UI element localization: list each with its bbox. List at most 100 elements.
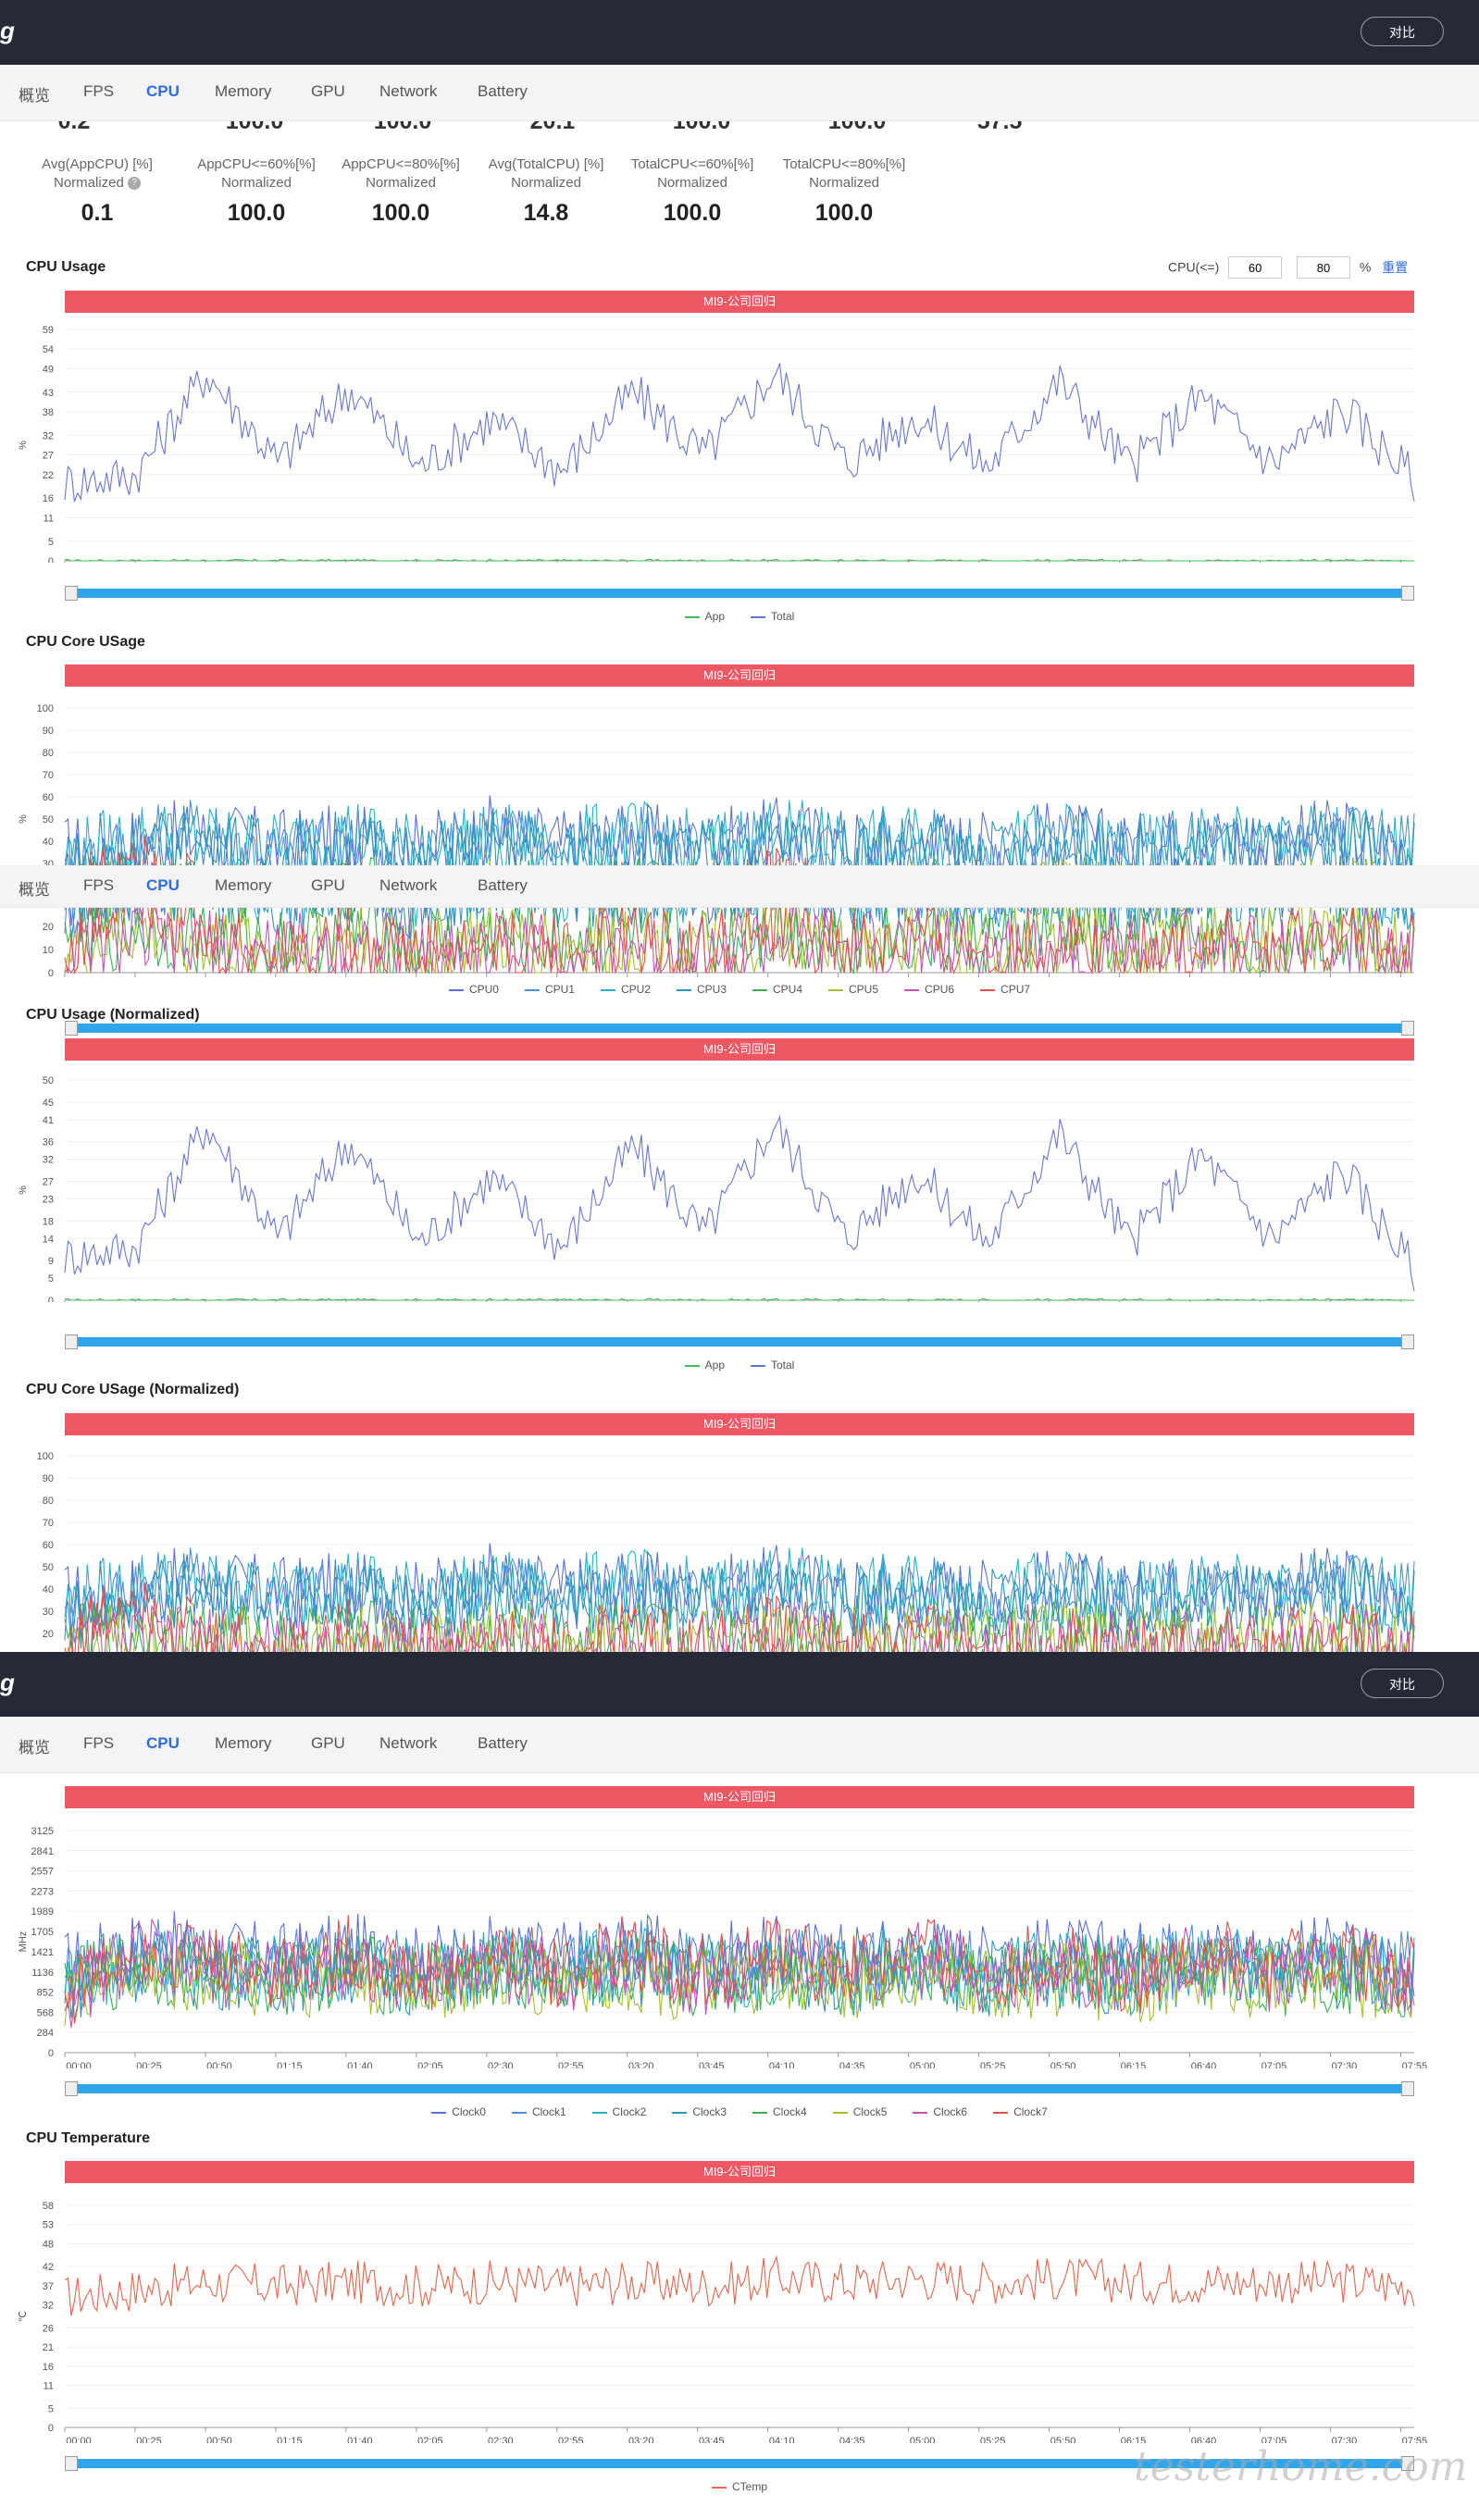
legend-item[interactable]: Clock7 (993, 2105, 1048, 2118)
slider-handle[interactable] (65, 586, 78, 601)
slider-handle[interactable] (1401, 1021, 1414, 1036)
stat-value-cut: 20.1 (529, 121, 576, 134)
tab-battery[interactable]: Battery (478, 876, 528, 894)
series-line-cpu6 (74, 1604, 1415, 1652)
y-tick-label: 32 (43, 1155, 54, 1166)
y-tick-label: 70 (43, 1518, 54, 1529)
chart-legend[interactable]: App Total (0, 1359, 1479, 1372)
legend-item[interactable]: CTemp (711, 2480, 767, 2493)
legend-item[interactable]: App (684, 1359, 725, 1372)
session-bar: MI9-公司回归 (65, 291, 1414, 313)
legend-label: CPU5 (849, 983, 879, 996)
y-tick-label: 27 (43, 451, 54, 462)
time-range-slider[interactable] (65, 586, 1414, 601)
legend-item[interactable]: CPU4 (752, 983, 802, 996)
tab-battery[interactable]: Battery (478, 1734, 528, 1752)
legend-item[interactable]: Clock3 (672, 2105, 727, 2118)
legend-label: Clock4 (773, 2105, 807, 2118)
time-range-slider[interactable] (65, 2081, 1414, 2096)
slider-handle[interactable] (1401, 2081, 1414, 2096)
time-range-slider[interactable] (65, 1021, 1414, 1036)
tab-overview[interactable]: 概览 (19, 1739, 50, 1757)
x-tick-label: 05:25 (980, 981, 1006, 982)
threshold-low-input[interactable] (1228, 256, 1283, 279)
tab-fps[interactable]: FPS (83, 1734, 115, 1752)
legend-item[interactable]: CPU1 (524, 983, 575, 996)
tab-battery[interactable]: Battery (478, 82, 528, 100)
chart-legend[interactable]: App Total (0, 610, 1479, 623)
slider-handle[interactable] (65, 2081, 78, 2096)
tab-gpu[interactable]: GPU (311, 1734, 345, 1752)
y-tick-label: 2273 (31, 1886, 54, 1897)
stats-row-cut: 0.2 100.0 100.0 20.1 100.0 100.0 57.5 (0, 121, 1479, 134)
slider-handle[interactable] (65, 2456, 78, 2471)
slider-handle[interactable] (65, 1334, 78, 1349)
threshold-high-input[interactable] (1297, 256, 1351, 279)
y-tick-label: 53 (43, 2220, 54, 2231)
legend-item[interactable]: Clock6 (913, 2105, 967, 2118)
tab-overview[interactable]: 概览 (19, 87, 50, 105)
legend-item[interactable]: CPU6 (904, 983, 954, 996)
compare-button[interactable]: 对比 (1361, 1669, 1444, 1698)
tab-gpu[interactable]: GPU (311, 876, 345, 894)
legend-item[interactable]: Clock5 (832, 2105, 887, 2118)
y-tick-label: 54 (43, 344, 54, 355)
slider-handle[interactable] (65, 1021, 78, 1036)
chart-legend[interactable]: CTemp (0, 2480, 1479, 2493)
time-range-slider[interactable] (65, 2456, 1414, 2471)
x-tick-label: 07:30 (1332, 981, 1358, 982)
y-tick-label: 40 (43, 1584, 54, 1595)
tab-cpu[interactable]: CPU (146, 1734, 180, 1752)
tab-gpu[interactable]: GPU (311, 82, 345, 100)
chart-title: CPU Core USage (26, 634, 145, 650)
slider-handle[interactable] (1401, 2456, 1414, 2471)
slider-handle[interactable] (1401, 1334, 1414, 1349)
chart-legend[interactable]: Clock0 Clock1 Clock2 Clock3 Clock4 Clock5 Cloc… (0, 2105, 1479, 2118)
legend-item[interactable]: CPU5 (828, 983, 878, 996)
x-tick-label: 00:25 (136, 2061, 162, 2068)
tab-overview[interactable]: 概览 (19, 881, 50, 899)
series-line-clock5 (64, 1937, 1415, 2026)
tab-memory[interactable]: Memory (215, 82, 272, 100)
tab-fps[interactable]: FPS (83, 82, 115, 100)
legend-item[interactable]: App (684, 610, 725, 623)
tab-memory[interactable]: Memory (215, 1734, 272, 1752)
chart-legend[interactable]: CPU0 CPU1 CPU2 CPU3 CPU4 CPU5 CPU6 CPU7 (0, 983, 1479, 996)
legend-item[interactable]: CPU3 (676, 983, 727, 996)
tab-network[interactable]: Network (379, 1734, 438, 1752)
tab-cpu[interactable]: CPU (146, 82, 180, 100)
help-icon[interactable]: ? (128, 177, 142, 191)
slider-handle[interactable] (1401, 586, 1414, 601)
session-bar: MI9-公司回归 (65, 1786, 1414, 1808)
x-tick-label: 01:40 (347, 981, 373, 982)
tab-network[interactable]: Network (379, 876, 438, 894)
tab-cpu[interactable]: CPU (146, 876, 180, 894)
legend-item[interactable]: CPU2 (600, 983, 651, 996)
tab-memory[interactable]: Memory (215, 876, 272, 894)
legend-item[interactable]: Clock4 (752, 2105, 807, 2118)
x-tick-label: 02:30 (488, 981, 514, 982)
tab-fps[interactable]: FPS (83, 876, 115, 894)
legend-item[interactable]: CPU0 (448, 983, 499, 996)
x-tick-label: 07:55 (1402, 981, 1428, 982)
legend-item[interactable]: Clock0 (431, 2105, 486, 2118)
tab-network[interactable]: Network (379, 82, 438, 100)
y-tick-label: 1705 (31, 1927, 54, 1938)
x-tick-label: 02:55 (558, 981, 584, 982)
legend-item[interactable]: Clock1 (511, 2105, 566, 2118)
reset-button[interactable]: 重置 (1382, 259, 1409, 275)
compare-button[interactable]: 对比 (1361, 17, 1444, 46)
legend-item[interactable]: Clock2 (591, 2105, 646, 2118)
legend-item[interactable]: Total (751, 1359, 794, 1372)
series-line-cpu3 (68, 908, 1412, 943)
series-line-app (64, 1297, 1414, 1301)
legend-item[interactable]: CPU7 (980, 983, 1030, 996)
y-tick-label: 22 (43, 470, 54, 481)
legend-swatch (684, 615, 700, 618)
time-range-slider[interactable] (65, 1334, 1414, 1349)
legend-item[interactable]: Total (751, 610, 794, 623)
y-tick-label: 5 (48, 2403, 54, 2414)
legend-swatch (828, 988, 844, 991)
y-tick-label: 80 (43, 748, 54, 759)
